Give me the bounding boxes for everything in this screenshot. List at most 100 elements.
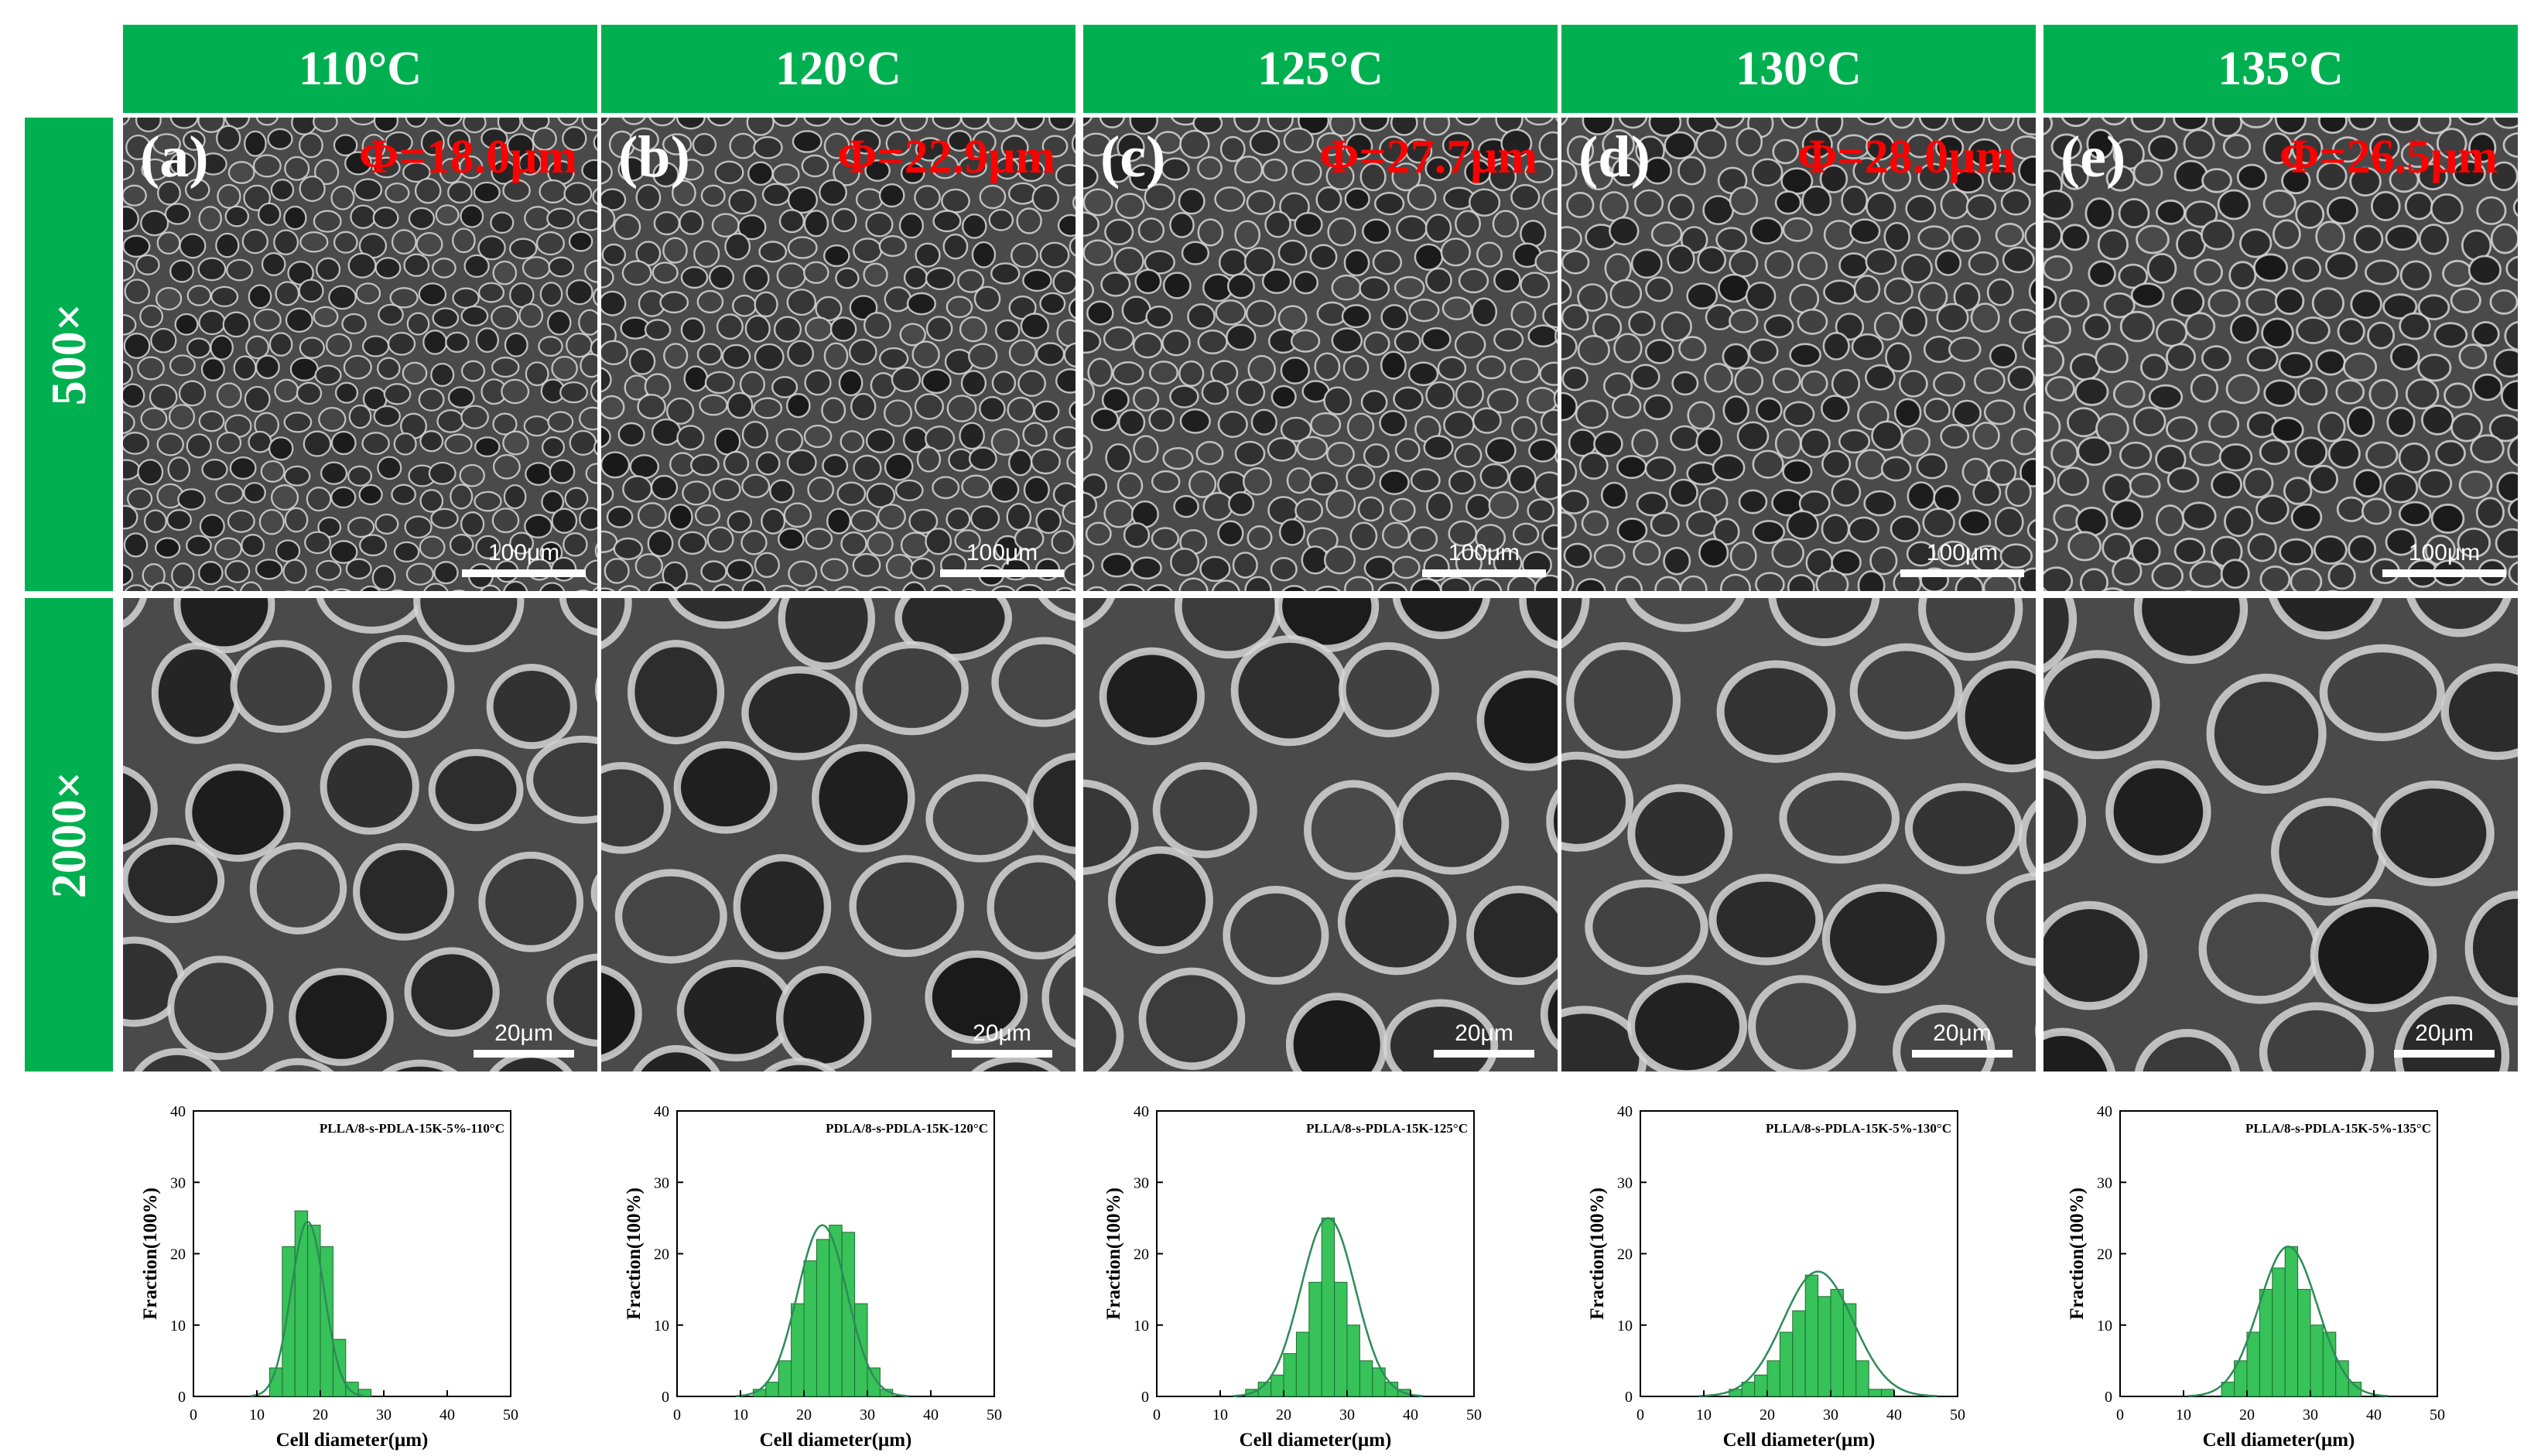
y-tick-label: 30 bbox=[654, 1174, 669, 1191]
x-tick-label: 50 bbox=[2430, 1406, 2445, 1424]
x-axis-label: Cell diameter(μm) bbox=[276, 1430, 429, 1451]
histogram-bar bbox=[1856, 1361, 1869, 1396]
foam-texture bbox=[2043, 598, 2518, 1071]
y-tick-label: 0 bbox=[2105, 1389, 2112, 1406]
y-tick-label: 40 bbox=[654, 1103, 669, 1120]
x-tick-label: 40 bbox=[923, 1406, 939, 1424]
histogram-bar bbox=[792, 1304, 804, 1396]
plot-frame bbox=[193, 1111, 511, 1396]
histogram-bar bbox=[778, 1361, 791, 1396]
histogram-bar bbox=[1793, 1311, 1805, 1396]
sem-2000x-panel: 20μm bbox=[601, 598, 1076, 1071]
row-label-2000x: 2000× bbox=[25, 598, 113, 1071]
histogram-bar bbox=[766, 1383, 778, 1396]
scale-bar bbox=[952, 1050, 1052, 1058]
histogram-bar bbox=[1805, 1275, 1818, 1396]
histogram-bar bbox=[1271, 1375, 1284, 1396]
scale-bar-label: 20μm bbox=[952, 1020, 1052, 1047]
histogram-bar bbox=[1309, 1282, 1322, 1396]
x-tick-label: 40 bbox=[2366, 1406, 2382, 1424]
scale-bar bbox=[940, 569, 1064, 577]
x-tick-label: 20 bbox=[1760, 1406, 1775, 1424]
histogram-bar bbox=[320, 1246, 333, 1396]
histogram-bar bbox=[2298, 1290, 2310, 1396]
y-tick-label: 10 bbox=[2097, 1318, 2112, 1335]
y-tick-label: 20 bbox=[1617, 1246, 1633, 1263]
foam-texture bbox=[1083, 598, 1558, 1071]
scale-bar-label: 100μm bbox=[940, 540, 1064, 566]
x-tick-label: 40 bbox=[439, 1406, 455, 1424]
scale-bar bbox=[462, 569, 586, 577]
row-label-500x-text: 500× bbox=[40, 303, 97, 405]
histogram-bar bbox=[2247, 1332, 2259, 1396]
scale-bar bbox=[1900, 569, 2024, 577]
row-label-500x: 500× bbox=[25, 118, 113, 591]
y-tick-label: 40 bbox=[170, 1103, 186, 1120]
histogram-bar bbox=[1882, 1389, 1894, 1396]
chart-title: PDLA/8-s-PDLA-15K-120°C bbox=[826, 1121, 988, 1136]
y-axis-label: Fraction(100%) bbox=[1587, 1188, 1608, 1320]
mean-cell-diameter-label: Φ=22.9μm bbox=[837, 130, 1055, 185]
sem-2000x-panel: 20μm bbox=[1561, 598, 2036, 1071]
foam-texture bbox=[123, 598, 597, 1071]
column-header-120c: 120°C bbox=[601, 25, 1076, 113]
x-tick-label: 0 bbox=[1636, 1406, 1644, 1424]
panel-letter: (c) bbox=[1100, 124, 1165, 191]
scale-bar-label: 100μm bbox=[462, 540, 586, 566]
mean-cell-diameter-label: Φ=26.5μm bbox=[2279, 130, 2498, 185]
x-tick-label: 30 bbox=[376, 1406, 392, 1424]
histogram-bar bbox=[2273, 1268, 2285, 1396]
histogram-bar bbox=[855, 1304, 867, 1396]
x-tick-label: 40 bbox=[1886, 1406, 1902, 1424]
histogram-bar bbox=[804, 1261, 816, 1396]
x-tick-label: 20 bbox=[796, 1406, 812, 1424]
y-tick-label: 40 bbox=[2097, 1103, 2112, 1120]
x-tick-label: 20 bbox=[313, 1406, 328, 1424]
x-tick-label: 10 bbox=[2176, 1406, 2191, 1424]
y-tick-label: 40 bbox=[1617, 1103, 1633, 1120]
histogram-bar bbox=[1359, 1361, 1372, 1396]
row-label-2000x-text: 2000× bbox=[40, 771, 97, 898]
x-tick-label: 0 bbox=[1153, 1406, 1161, 1424]
scale-bar-label: 20μm bbox=[1912, 1020, 2013, 1047]
x-tick-label: 0 bbox=[673, 1406, 681, 1424]
panel-letter: (e) bbox=[2061, 124, 2125, 191]
y-tick-label: 10 bbox=[170, 1318, 186, 1335]
histogram-bar bbox=[816, 1239, 829, 1396]
histogram-bar bbox=[1843, 1304, 1855, 1396]
y-axis-label: Fraction(100%) bbox=[624, 1188, 645, 1320]
scale-bar-label: 20μm bbox=[2394, 1020, 2495, 1047]
scale-bar-label: 20μm bbox=[1434, 1020, 1534, 1047]
mean-cell-diameter-label: Φ=27.7μm bbox=[1319, 130, 1537, 185]
histogram-bar bbox=[1755, 1375, 1767, 1396]
y-tick-label: 10 bbox=[654, 1318, 669, 1335]
x-axis-label: Cell diameter(μm) bbox=[760, 1430, 912, 1451]
y-tick-label: 20 bbox=[170, 1246, 186, 1263]
y-tick-label: 0 bbox=[1141, 1389, 1149, 1406]
x-tick-label: 30 bbox=[2303, 1406, 2318, 1424]
histogram-bar bbox=[1767, 1361, 1780, 1396]
y-tick-label: 0 bbox=[1625, 1389, 1633, 1406]
histogram-bar bbox=[1780, 1332, 1792, 1396]
histogram-bar bbox=[1296, 1332, 1308, 1396]
histogram-bar bbox=[1831, 1290, 1843, 1396]
histogram-bar bbox=[1818, 1297, 1831, 1396]
scale-bar bbox=[2382, 569, 2506, 577]
y-tick-label: 30 bbox=[1134, 1174, 1149, 1191]
x-tick-label: 50 bbox=[987, 1406, 1002, 1424]
y-tick-label: 40 bbox=[1134, 1103, 1149, 1120]
chart-title: PLLA/8-s-PDLA-15K-5%-110°C bbox=[320, 1121, 504, 1136]
scale-bar bbox=[2394, 1050, 2495, 1058]
y-tick-label: 30 bbox=[170, 1174, 186, 1191]
column-header-135c: 135°C bbox=[2043, 25, 2518, 113]
scale-bar bbox=[1422, 569, 1546, 577]
column-header-110c: 110°C bbox=[123, 25, 597, 113]
